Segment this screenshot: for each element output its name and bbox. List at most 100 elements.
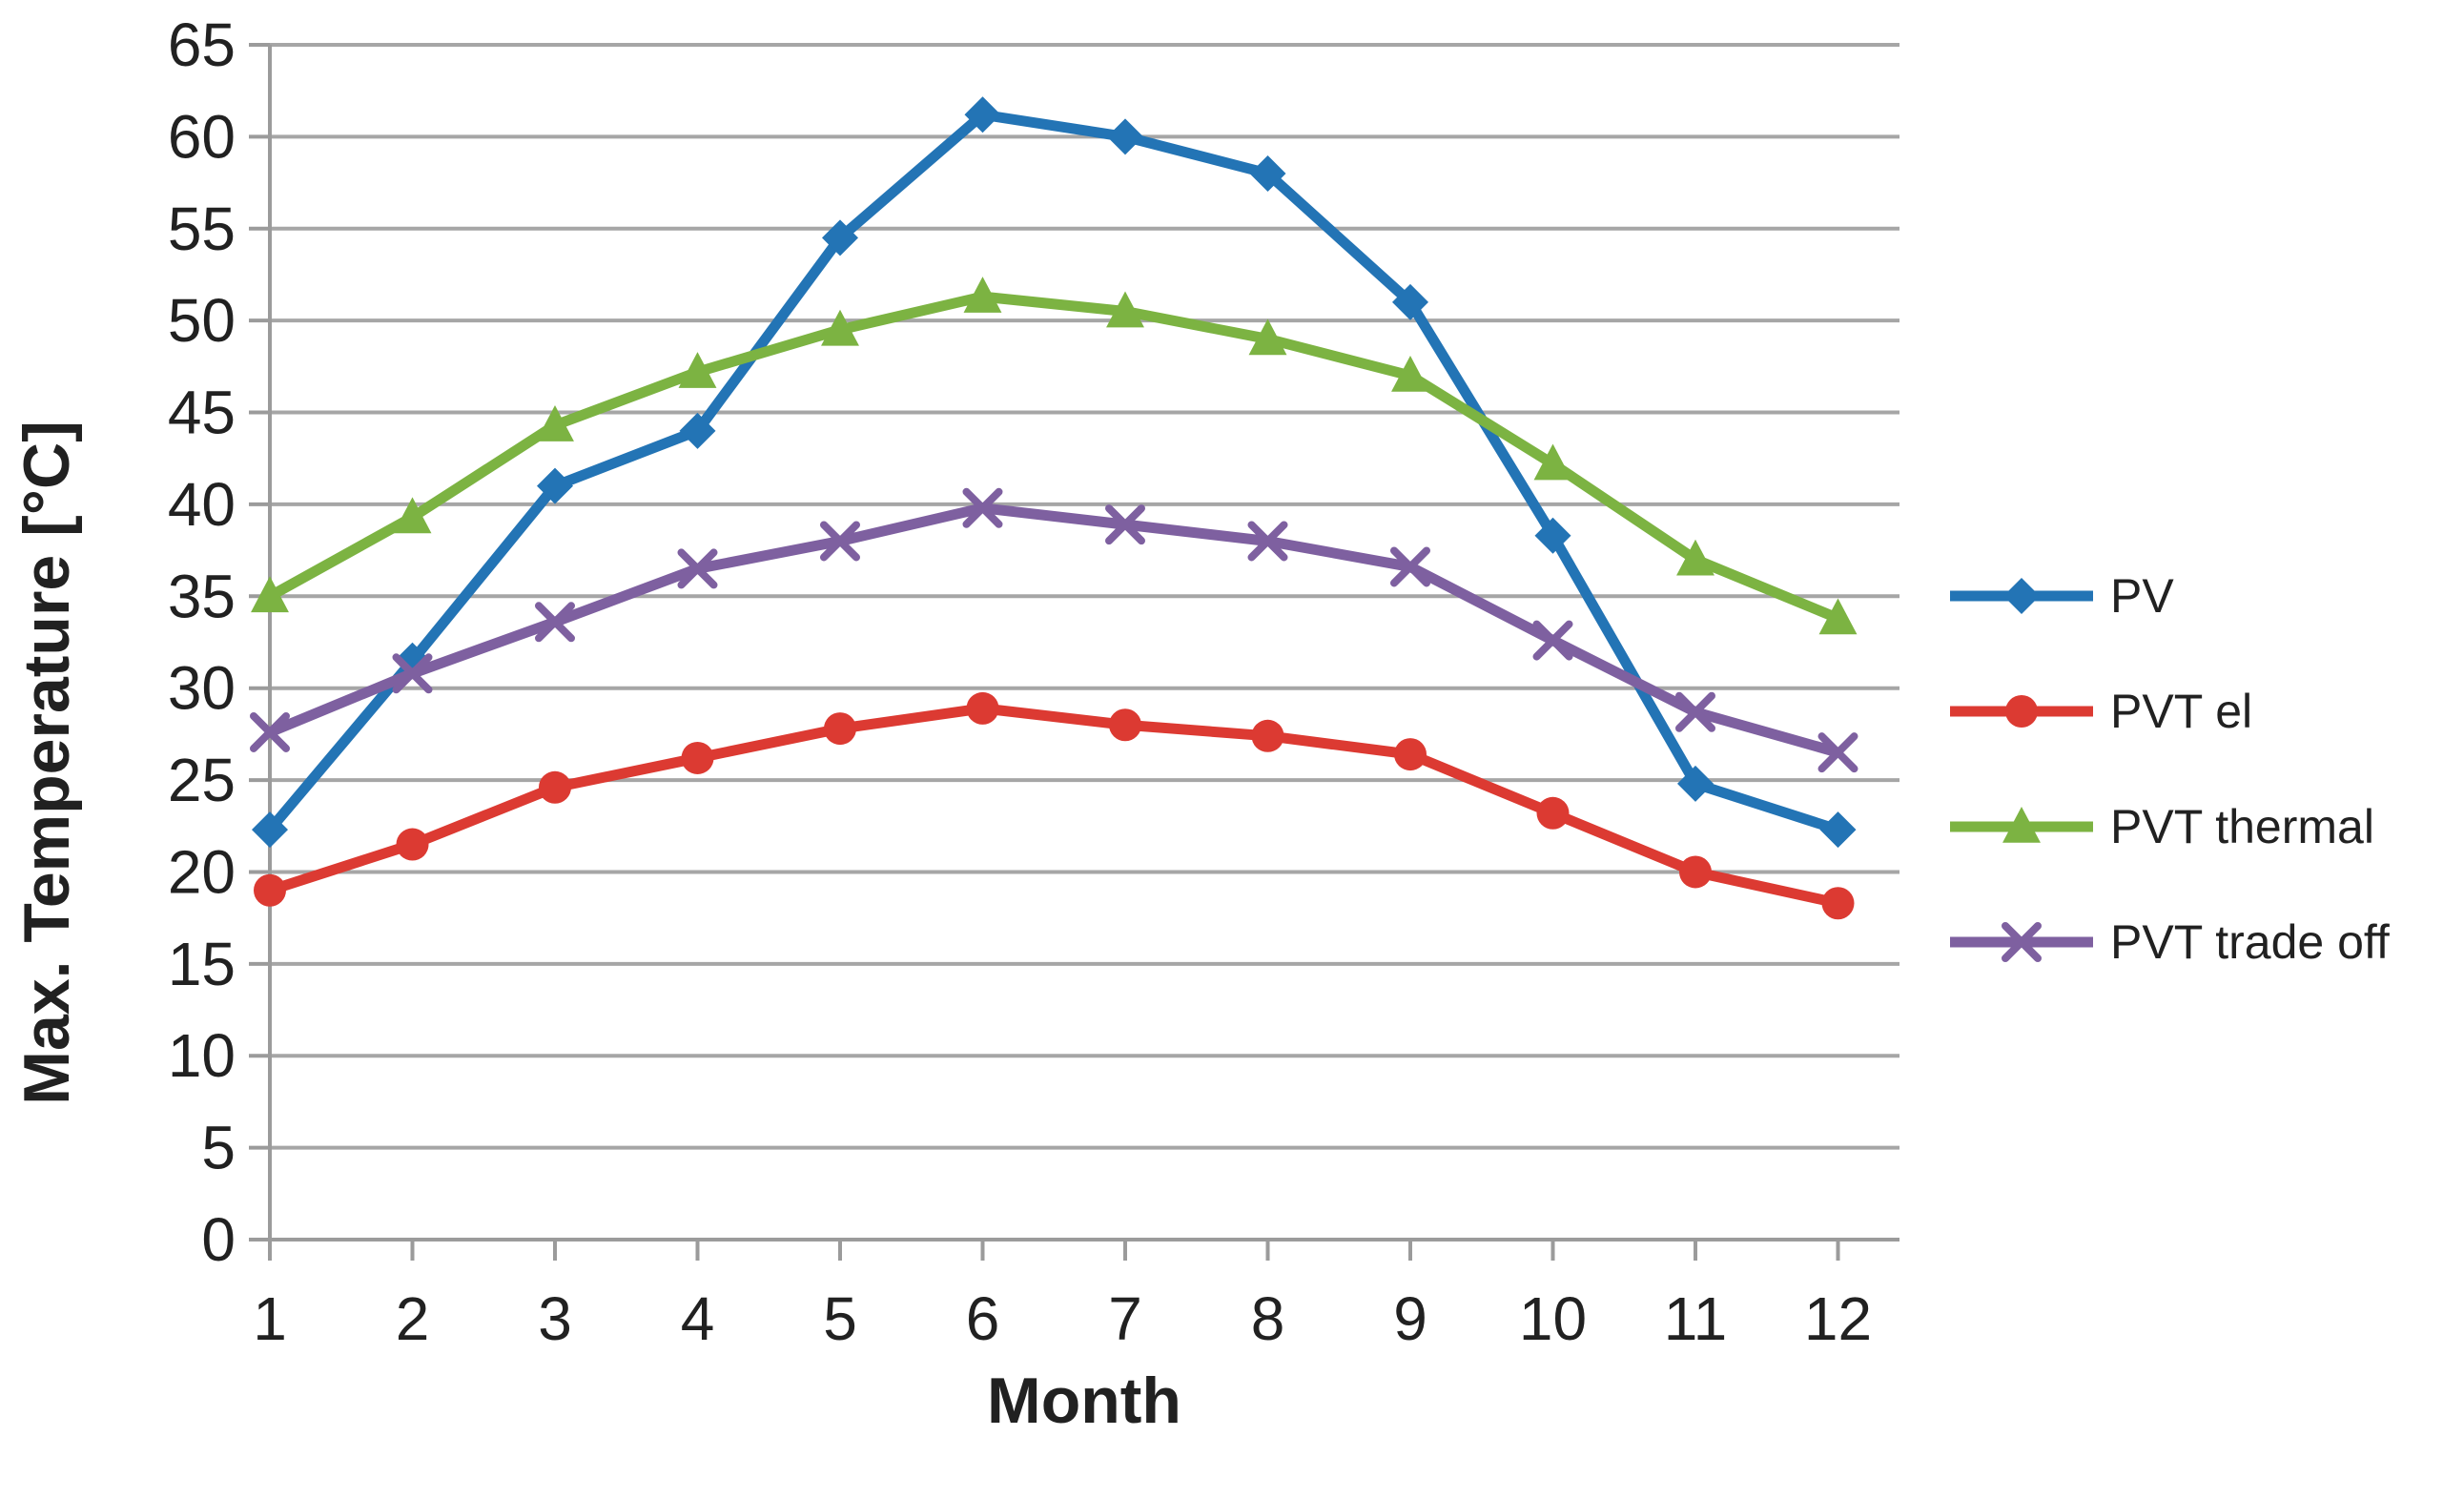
- x-tick-label-11: 11: [1664, 1284, 1727, 1353]
- x-tick-labels: 1 2 3 4 5 6 7 8 9 10 11 12: [253, 1284, 1872, 1353]
- series-PVT-trade-off: [250, 487, 1858, 773]
- marker-PVT-trade-off-6: [962, 487, 1003, 528]
- marker-PVT-thermal-8: [1248, 318, 1287, 356]
- marker-PVT-trade-off-4: [677, 548, 718, 589]
- y-tick-label-50: 50: [168, 286, 236, 355]
- marker-PVT-el-10: [1536, 796, 1570, 830]
- y-tick-labels: 0 5 10 15 20 25 30 35 40 45 50 55 60 65: [168, 10, 236, 1274]
- marker-PVT-el-1: [254, 873, 286, 907]
- marker-PVT-el-12: [1821, 887, 1855, 920]
- gridlines: [270, 43, 1899, 1150]
- marker-PVT-thermal-2: [393, 497, 432, 534]
- y-tick-label-40: 40: [168, 470, 236, 539]
- marker-PVT-trade-off-8: [1247, 521, 1288, 562]
- axes: [249, 43, 1899, 1261]
- marker-PVT-trade-off-10: [1532, 620, 1573, 661]
- marker-PV-1: [252, 811, 288, 849]
- y-tick-label-15: 15: [168, 930, 236, 998]
- y-tick-label-35: 35: [168, 562, 236, 630]
- series-line-PVT-el: [264, 703, 1843, 909]
- legend: PV PVT el PVT thermal PVT trade off: [1950, 569, 2390, 969]
- marker-PVT-trade-off-9: [1390, 546, 1430, 587]
- marker-PV-6: [964, 96, 1001, 133]
- series-PVT-thermal: [251, 277, 1858, 635]
- marker-PVT-el-5: [824, 712, 856, 746]
- legend-item-PVT-el: PVT el: [1950, 685, 2252, 738]
- legend-marker-PVT-trade-off: [2002, 922, 2042, 962]
- legend-item-PVT-thermal: PVT thermal: [1950, 800, 2374, 853]
- marker-PVT-thermal-6: [963, 277, 1002, 313]
- y-tick-label-65: 65: [168, 10, 236, 79]
- marker-PVT-el-11: [1679, 855, 1712, 889]
- marker-PVT-el-8: [1251, 719, 1284, 752]
- marker-PVT-thermal-9: [1391, 355, 1429, 392]
- series-PV: [252, 96, 1857, 849]
- marker-PVT-thermal-4: [678, 352, 717, 388]
- y-tick-label-45: 45: [168, 379, 236, 447]
- marker-PVT-el-2: [396, 828, 429, 861]
- marker-PVT-thermal-11: [1676, 539, 1715, 576]
- y-tick-label-55: 55: [168, 195, 236, 263]
- legend-label-PVT-trade-off: PVT trade off: [2110, 915, 2390, 969]
- marker-PV-7: [1107, 118, 1143, 155]
- marker-PVT-el-3: [539, 770, 571, 804]
- marker-PV-5: [822, 219, 858, 257]
- marker-PVT-thermal-5: [821, 309, 859, 346]
- x-tick-label-1: 1: [253, 1284, 287, 1353]
- x-tick-label-3: 3: [538, 1284, 572, 1353]
- marker-PVT-thermal-3: [536, 405, 574, 441]
- legend-item-PV: PV: [1950, 569, 2174, 623]
- marker-PVT-el-7: [1109, 708, 1141, 742]
- marker-PVT-trade-off-1: [250, 711, 290, 752]
- marker-PV-4: [679, 412, 716, 449]
- y-tick-label-30: 30: [168, 654, 236, 723]
- x-tick-label-7: 7: [1108, 1284, 1142, 1353]
- legend-label-PVT-el: PVT el: [2110, 685, 2252, 738]
- y-axis-title: Max. Temperature [°C]: [10, 421, 83, 1104]
- marker-PV-11: [1677, 765, 1714, 802]
- marker-PVT-trade-off-5: [820, 521, 860, 562]
- marker-PVT-el-4: [681, 741, 714, 774]
- marker-PVT-el-6: [966, 691, 999, 725]
- series-line-PVT-trade-off: [264, 503, 1843, 758]
- y-tick-label-25: 25: [168, 746, 236, 814]
- x-tick-label-8: 8: [1251, 1284, 1285, 1353]
- series-group: [250, 96, 1858, 920]
- marker-PVT-trade-off-11: [1675, 691, 1715, 732]
- x-axis-title: Month: [987, 1365, 1181, 1437]
- legend-marker-PVT-el: [2005, 695, 2038, 728]
- marker-PVT-thermal-12: [1818, 598, 1858, 635]
- x-tick-label-5: 5: [823, 1284, 857, 1353]
- marker-PV-9: [1392, 283, 1428, 320]
- x-tick-label-6: 6: [966, 1284, 1000, 1353]
- series-line-PV: [264, 109, 1843, 835]
- marker-PV-12: [1819, 811, 1857, 849]
- marker-PVT-trade-off-3: [535, 602, 575, 643]
- legend-label-PVT-thermal: PVT thermal: [2110, 800, 2374, 853]
- legend-label-PV: PV: [2110, 569, 2174, 623]
- marker-PVT-trade-off-2: [392, 653, 433, 694]
- legend-marker-PVT-thermal: [2002, 807, 2041, 843]
- marker-PV-10: [1534, 517, 1571, 554]
- marker-PV-3: [537, 467, 573, 504]
- x-tick-label-10: 10: [1519, 1284, 1587, 1353]
- marker-PVT-thermal-7: [1106, 291, 1144, 328]
- x-tick-label-2: 2: [396, 1284, 430, 1353]
- legend-item-PVT-trade-off: PVT trade off: [1950, 915, 2390, 969]
- marker-PVT-thermal-1: [251, 576, 289, 613]
- x-tick-label-4: 4: [681, 1284, 715, 1353]
- y-tick-label-0: 0: [201, 1205, 236, 1274]
- series-line-PVT-thermal: [264, 291, 1843, 624]
- marker-PVT-el-9: [1394, 738, 1427, 771]
- y-tick-label-5: 5: [201, 1114, 236, 1182]
- marker-PVT-thermal-10: [1533, 443, 1572, 481]
- series-PVT-el: [254, 691, 1855, 920]
- legend-marker-PV: [2003, 578, 2040, 614]
- x-tick-label-12: 12: [1804, 1284, 1872, 1353]
- y-tick-label-20: 20: [168, 837, 236, 906]
- y-tick-label-60: 60: [168, 102, 236, 171]
- x-tick-label-9: 9: [1393, 1284, 1427, 1353]
- marker-PVT-trade-off-7: [1105, 504, 1145, 545]
